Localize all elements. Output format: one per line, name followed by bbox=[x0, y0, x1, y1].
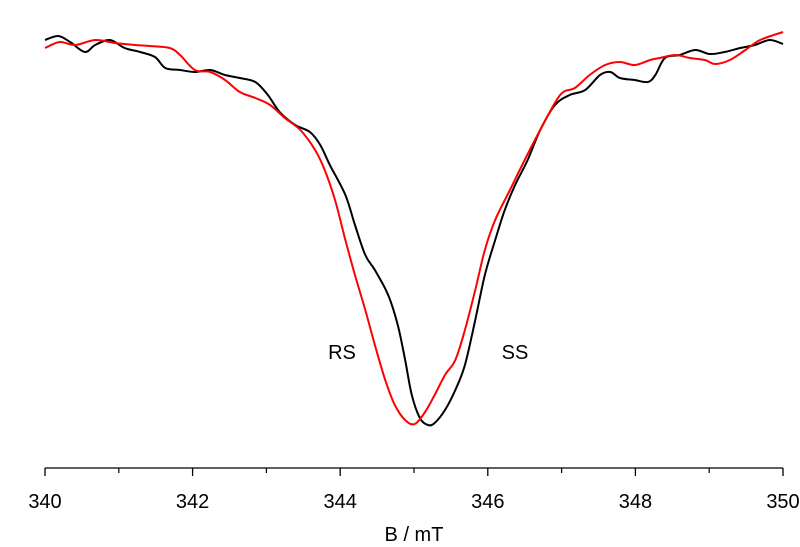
x-tick-label: 346 bbox=[471, 491, 504, 513]
x-tick-label: 348 bbox=[619, 491, 652, 513]
series-label: SS bbox=[502, 342, 529, 364]
x-tick-label: 350 bbox=[766, 491, 799, 513]
x-axis-title: B / mT bbox=[385, 524, 444, 546]
x-tick-label: 342 bbox=[176, 491, 209, 513]
data-line bbox=[44, 31, 784, 426]
series-label: RS bbox=[328, 342, 356, 364]
x-tick-label: 344 bbox=[324, 491, 357, 513]
x-tick-label: 340 bbox=[28, 491, 61, 513]
data-line bbox=[44, 34, 784, 427]
